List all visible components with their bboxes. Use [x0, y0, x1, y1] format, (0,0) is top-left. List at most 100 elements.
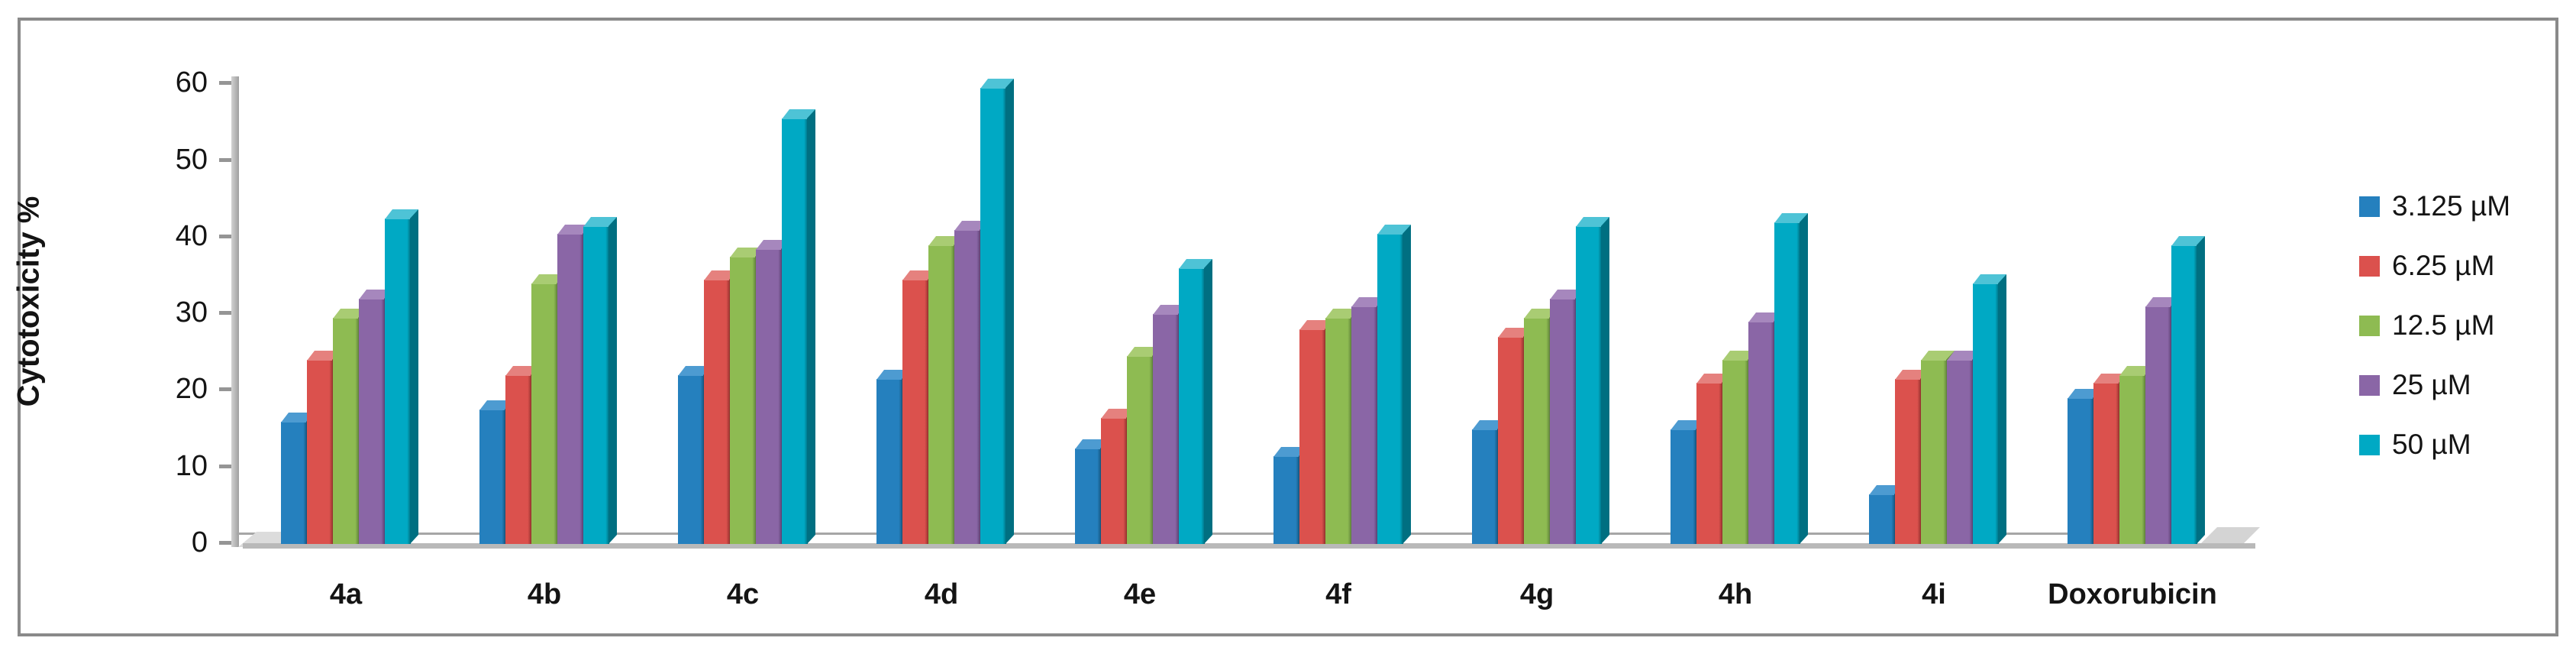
- bar-top-face: [1498, 328, 1532, 338]
- x-category-label: 4f: [1325, 578, 1351, 610]
- bar-front-face: [704, 280, 730, 544]
- bar-side-face: [1998, 274, 2006, 544]
- bar-front-face: [1895, 379, 1921, 544]
- bar-side-face: [410, 209, 418, 544]
- y-tick-mark: [219, 464, 231, 468]
- bar-front-face: [479, 410, 505, 544]
- bar-4h-50µM: [1774, 213, 1808, 544]
- bar-top-face: [928, 236, 962, 246]
- bar-top-face: [704, 270, 738, 280]
- legend-swatch: [2359, 196, 2380, 217]
- bar-front-face: [2068, 398, 2093, 544]
- bar-front-face: [1774, 222, 1800, 544]
- bar-front-face: [1524, 318, 1550, 544]
- bar-top-face: [1127, 347, 1160, 357]
- bar-front-face: [928, 245, 954, 544]
- bar-front-face: [756, 249, 782, 544]
- y-tick-mark: [219, 157, 231, 162]
- bar-top-face: [1325, 309, 1359, 319]
- bar-side-face: [608, 217, 617, 544]
- bar-front-face: [583, 226, 609, 544]
- bar-front-face: [1947, 360, 1973, 544]
- floor-back-edge: [237, 533, 2203, 535]
- bar-top-face: [954, 221, 988, 231]
- y-tick-label: 50: [175, 143, 208, 176]
- bar-top-face: [583, 217, 617, 227]
- bar-front-face: [1127, 356, 1153, 544]
- y-tick-mark: [219, 387, 231, 392]
- bar-front-face: [2119, 375, 2145, 544]
- bar-4i-25µM: [1947, 351, 1980, 544]
- bar-top-face: [1696, 374, 1730, 384]
- bar-top-face: [1101, 409, 1135, 419]
- chart-frame: [18, 18, 2558, 636]
- bar-top-face: [479, 400, 513, 410]
- bar-side-face: [1403, 225, 1411, 544]
- bar-front-face: [1472, 429, 1498, 544]
- bar-front-face: [1377, 234, 1403, 544]
- bar-top-face: [1895, 370, 1929, 380]
- bar-front-face: [531, 283, 557, 544]
- bar-4f-50µM: [1377, 225, 1411, 544]
- y-tick-mark: [219, 541, 231, 545]
- bar-front-face: [782, 118, 808, 544]
- bar-front-face: [1869, 494, 1895, 544]
- bar-front-face: [2171, 245, 2197, 544]
- bar-front-face: [1153, 314, 1179, 544]
- legend-label: 6.25 µM: [2392, 250, 2495, 281]
- bar-top-face: [531, 274, 565, 284]
- legend-label: 12.5 µM: [2392, 309, 2495, 341]
- y-tick-label: 60: [175, 66, 208, 99]
- x-category-label: 4a: [329, 578, 363, 610]
- floor-front-edge: [243, 543, 2255, 549]
- bar-front-face: [1671, 429, 1696, 544]
- bar-top-face: [1947, 351, 1980, 361]
- bar-side-face: [1800, 213, 1808, 544]
- bar-top-face: [1869, 485, 1903, 495]
- bar-side-face: [1006, 79, 1014, 544]
- legend-swatch: [2359, 434, 2380, 455]
- legend-item: 6.25 µM: [2359, 250, 2495, 281]
- bar-front-face: [1325, 318, 1351, 544]
- bar-Doxorubicin-50µM: [2171, 236, 2205, 544]
- bar-top-face: [730, 248, 763, 257]
- bar-top-face: [1299, 320, 1333, 330]
- bar-front-face: [1179, 268, 1205, 544]
- bar-top-face: [1576, 217, 1609, 227]
- bar-front-face: [1101, 418, 1127, 544]
- x-category-label: 4e: [1123, 578, 1157, 610]
- bar-4g-50µM: [1576, 217, 1609, 544]
- bar-top-face: [359, 290, 392, 299]
- bar-top-face: [281, 413, 315, 423]
- bar-4i-50µM: [1973, 274, 2006, 544]
- bar-front-face: [1973, 283, 1999, 544]
- bar-front-face: [980, 88, 1006, 544]
- bar-top-face: [756, 240, 789, 250]
- bar-top-face: [307, 351, 341, 361]
- bar-front-face: [1722, 360, 1748, 544]
- bar-front-face: [385, 219, 411, 544]
- y-tick-mark: [219, 311, 231, 316]
- bar-front-face: [557, 234, 583, 544]
- bar-top-face: [782, 109, 815, 119]
- bar-top-face: [678, 366, 712, 376]
- bar-front-face: [902, 280, 928, 544]
- y-tick-label: 0: [191, 526, 208, 558]
- bar-4e-50µM: [1179, 259, 1212, 544]
- y-axis-title: Cytotoxicity %: [11, 196, 46, 407]
- x-category-label: 4c: [726, 578, 760, 610]
- bar-front-face: [1748, 322, 1774, 544]
- bar-top-face: [2068, 389, 2101, 399]
- legend-item: 3.125 µM: [2359, 190, 2511, 222]
- bar-front-face: [359, 299, 385, 544]
- y-tick-label: 20: [175, 373, 208, 406]
- bar-top-face: [2119, 366, 2153, 376]
- bar-top-face: [902, 270, 936, 280]
- bar-front-face: [678, 375, 704, 544]
- legend-label: 3.125 µM: [2392, 190, 2511, 222]
- bar-side-face: [2197, 236, 2205, 544]
- x-category-label: 4g: [1519, 578, 1554, 610]
- bar-4d-50µM: [980, 79, 1014, 544]
- bar-top-face: [505, 366, 539, 376]
